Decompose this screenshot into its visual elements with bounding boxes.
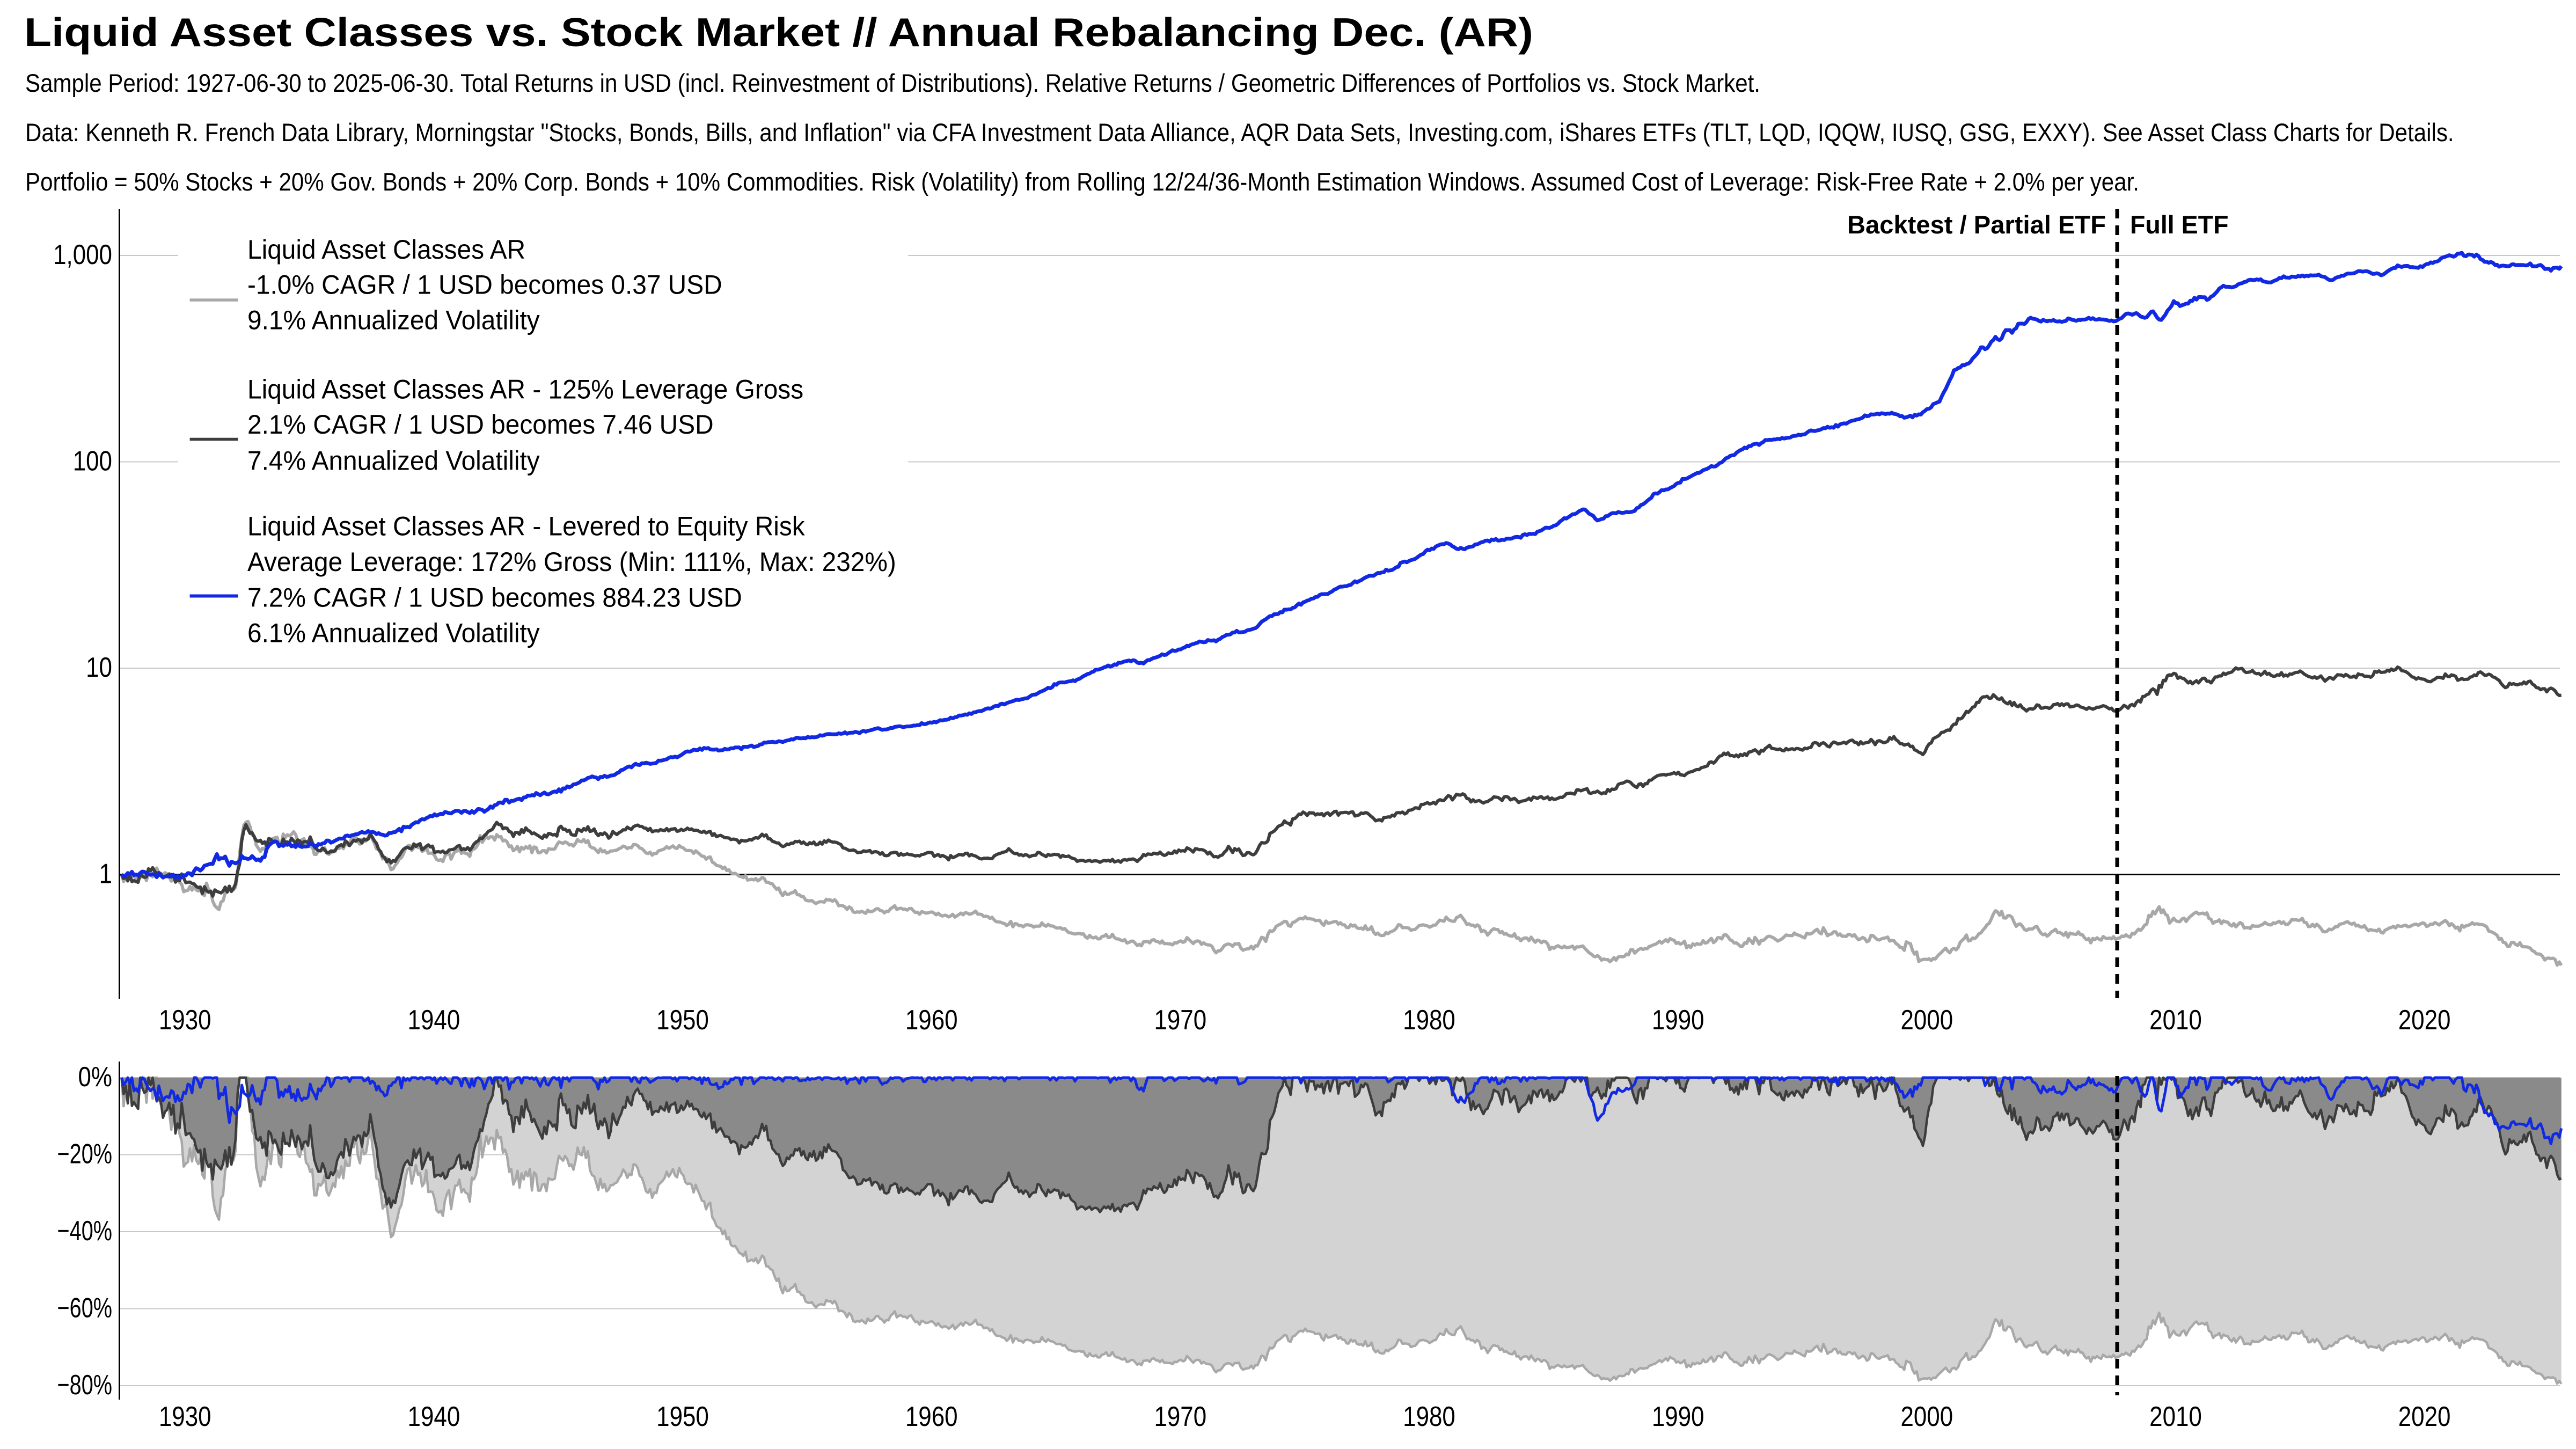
svg-text:6.1% Annualized Volatility: 6.1% Annualized Volatility [247, 618, 540, 648]
svg-text:1: 1 [99, 859, 112, 890]
svg-text:1940: 1940 [408, 1005, 460, 1036]
svg-text:1960: 1960 [905, 1005, 958, 1036]
svg-text:−60%: −60% [57, 1293, 113, 1324]
svg-text:0%: 0% [78, 1062, 113, 1093]
svg-text:1960: 1960 [905, 1401, 958, 1432]
svg-text:Liquid Asset Classes AR - 125%: Liquid Asset Classes AR - 125% Leverage … [247, 375, 803, 405]
svg-text:1950: 1950 [656, 1005, 709, 1036]
svg-text:−20%: −20% [57, 1139, 113, 1170]
svg-text:1940: 1940 [408, 1401, 460, 1432]
svg-text:−80%: −80% [57, 1370, 113, 1401]
svg-text:Full ETF: Full ETF [2130, 210, 2229, 239]
svg-text:2000: 2000 [1900, 1005, 1953, 1036]
svg-text:9.1% Annualized Volatility: 9.1% Annualized Volatility [247, 305, 540, 335]
svg-text:2020: 2020 [2398, 1401, 2451, 1432]
svg-text:2010: 2010 [2149, 1401, 2202, 1432]
svg-text:1990: 1990 [1652, 1005, 1704, 1036]
svg-text:7.2% CAGR / 1 USD becomes 884.: 7.2% CAGR / 1 USD becomes 884.23 USD [247, 582, 742, 612]
svg-text:2000: 2000 [1900, 1401, 1953, 1432]
svg-text:Liquid Asset Classes AR: Liquid Asset Classes AR [247, 235, 525, 265]
svg-text:1970: 1970 [1154, 1401, 1206, 1432]
svg-text:1950: 1950 [656, 1401, 709, 1432]
svg-text:7.4% Annualized Volatility: 7.4% Annualized Volatility [247, 445, 540, 475]
svg-text:2.1% CAGR / 1 USD becomes 7.46: 2.1% CAGR / 1 USD becomes 7.46 USD [247, 409, 714, 440]
svg-text:Average Leverage: 172% Gross (: Average Leverage: 172% Gross (Min: 111%,… [247, 547, 896, 577]
svg-text:Sample Period: 1927-06-30 to 2: Sample Period: 1927-06-30 to 2025-06-30.… [25, 69, 1760, 97]
svg-text:1930: 1930 [159, 1401, 211, 1432]
svg-text:1930: 1930 [159, 1005, 211, 1036]
svg-text:100: 100 [73, 446, 112, 477]
svg-text:-1.0% CAGR / 1 USD becomes 0.3: -1.0% CAGR / 1 USD becomes 0.37 USD [247, 270, 722, 300]
svg-text:Backtest / Partial ETF: Backtest / Partial ETF [1847, 210, 2106, 239]
svg-text:Portfolio = 50% Stocks + 20% G: Portfolio = 50% Stocks + 20% Gov. Bonds … [25, 167, 2139, 196]
svg-text:Liquid Asset Classes vs. Stock: Liquid Asset Classes vs. Stock Market //… [24, 10, 1533, 55]
svg-text:1970: 1970 [1154, 1005, 1206, 1036]
svg-text:−40%: −40% [57, 1216, 113, 1247]
svg-text:2010: 2010 [2149, 1005, 2202, 1036]
svg-text:2020: 2020 [2398, 1005, 2451, 1036]
svg-text:10: 10 [86, 652, 112, 683]
svg-text:Liquid Asset Classes AR - Leve: Liquid Asset Classes AR - Levered to Equ… [247, 511, 806, 541]
svg-text:1,000: 1,000 [53, 239, 112, 270]
svg-text:1980: 1980 [1403, 1401, 1455, 1432]
svg-text:1990: 1990 [1652, 1401, 1704, 1432]
svg-text:Data: Kenneth R. French Data L: Data: Kenneth R. French Data Library, Mo… [25, 118, 2454, 147]
svg-text:1980: 1980 [1403, 1005, 1455, 1036]
